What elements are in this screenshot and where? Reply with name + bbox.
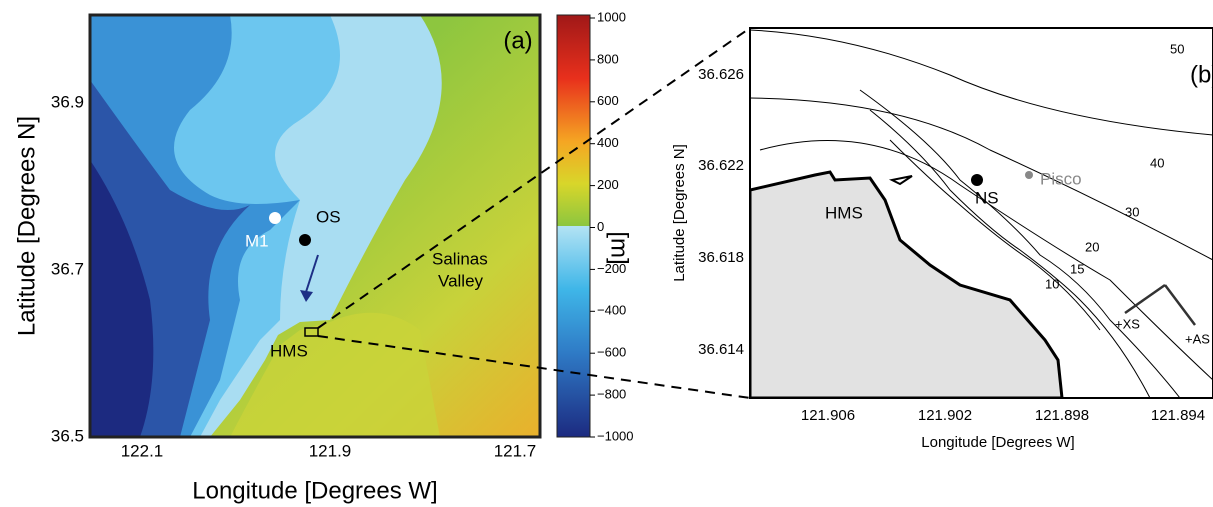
colorbar-tick-label: 0 [597, 219, 604, 234]
colorbar-tick-label: 600 [597, 93, 619, 108]
y-tick-label: 36.7 [51, 259, 84, 278]
contour-label: 15 [1070, 261, 1084, 276]
colorbar-tick-label: −600 [597, 345, 626, 360]
colorbar-ticks: 1000 800 600 400 200 0 −200 −400 −600 −800 −1000 [590, 9, 634, 443]
map-b [750, 28, 1213, 398]
colorbar-tick-label: 400 [597, 135, 619, 150]
annotation: HMS [270, 341, 308, 360]
panel-label: (a) [503, 27, 532, 54]
x-tick-label: 121.902 [918, 407, 972, 424]
x-tick-label: 121.894 [1151, 407, 1205, 424]
annotation: Pisco [1040, 169, 1082, 188]
annotation: Valley [438, 271, 484, 290]
colorbar-tick-label: −1000 [597, 428, 634, 443]
colorbar-tick-label: −400 [597, 303, 626, 318]
x-tick-label: 121.906 [801, 407, 855, 424]
map-a [90, 15, 540, 437]
contour-label: 50 [1170, 41, 1184, 56]
colorbar-tick-label: 800 [597, 51, 619, 66]
contour-label: 30 [1125, 204, 1139, 219]
x-tick-label: 121.9 [309, 441, 352, 460]
y-tick-label: 36.9 [51, 92, 84, 111]
y-axis-label: Latitude [Degrees N] [671, 144, 688, 282]
x-tick-label: 121.898 [1035, 407, 1089, 424]
a-y-ticks: 36.9 36.7 36.5 [51, 92, 84, 445]
annotation: NS [975, 188, 999, 207]
x-axis-label: Longitude [Degrees W] [921, 434, 1074, 451]
x-tick-label: 122.1 [121, 441, 164, 460]
y-tick-label: 36.626 [698, 66, 744, 83]
contour-label: 20 [1085, 239, 1099, 254]
b-ticks: 36.626 36.622 36.618 36.614 121.906 121.902 12… [698, 66, 1205, 424]
colorbar-tick-label: 200 [597, 177, 619, 192]
panel-label: (b) [1190, 61, 1213, 88]
contour-label: 10 [1045, 276, 1059, 291]
annotation: +AS [1185, 331, 1210, 346]
y-tick-label: 36.622 [698, 157, 744, 174]
x-tick-label: 121.7 [494, 441, 537, 460]
y-tick-label: 36.614 [698, 341, 744, 358]
annotation: HMS [825, 203, 863, 222]
colorbar-tick-label: 1000 [597, 9, 626, 24]
annotation: Salinas [432, 249, 488, 268]
y-tick-label: 36.618 [698, 249, 744, 266]
y-tick-label: 36.5 [51, 426, 84, 445]
colorbar-tick-label: −800 [597, 387, 626, 402]
annotation: OS [316, 207, 341, 226]
colorbar-tick-label: −200 [597, 261, 626, 276]
contour-label: 40 [1150, 155, 1164, 170]
x-axis-label: Longitude [Degrees W] [192, 477, 437, 504]
annotation: +XS [1115, 316, 1140, 331]
colorbar [556, 14, 591, 438]
colorbar-unit: [m] [606, 231, 633, 264]
annotation: M1 [245, 231, 269, 250]
y-axis-label: Latitude [Degrees N] [13, 116, 40, 336]
